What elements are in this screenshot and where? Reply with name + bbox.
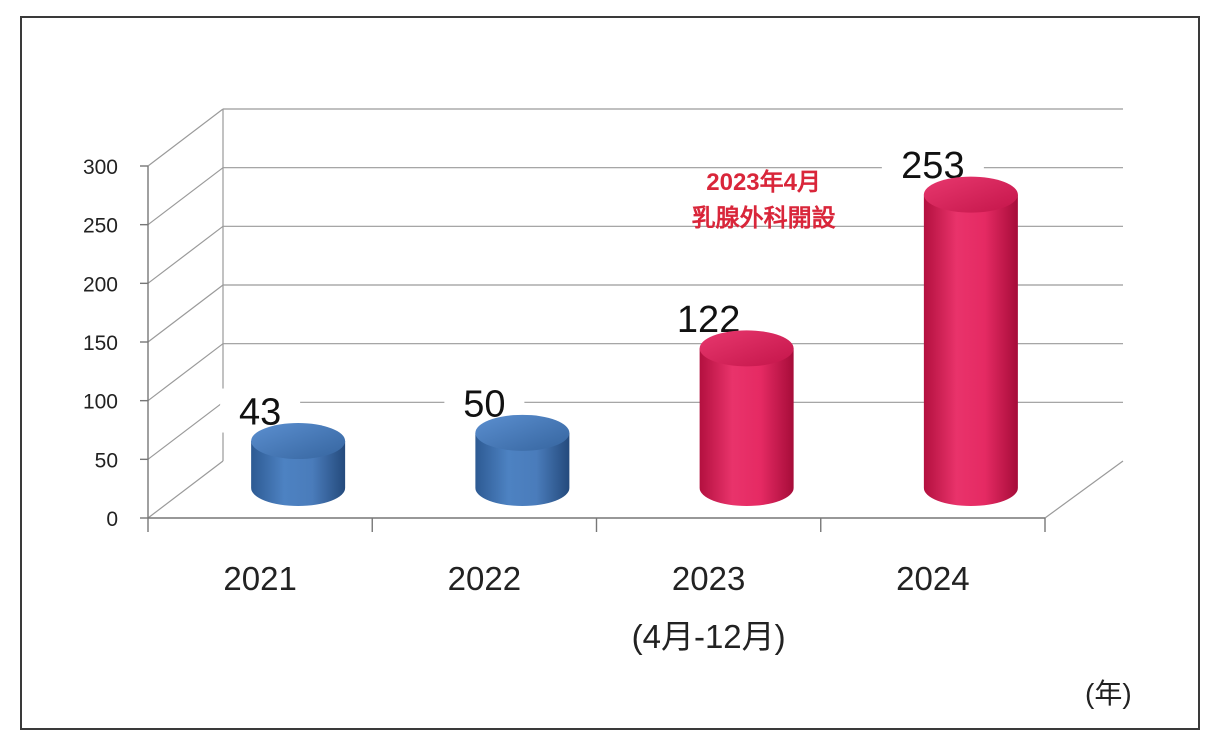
y-tick-label: 300 (83, 156, 118, 179)
bar-body (699, 348, 794, 506)
side-wall-line (147, 284, 224, 343)
bar-body (251, 441, 346, 506)
y-tick-label: 0 (106, 508, 118, 531)
bar (251, 423, 346, 506)
y-axis-tick-labels: 0 50 100 150 200 250 300 (83, 156, 118, 531)
side-wall-line (147, 108, 224, 167)
y-tick-label: 50 (95, 449, 118, 472)
x-axis-category-labels: 2021 2022 2023 (4月-12月) 2024 (223, 560, 969, 655)
axes (140, 165, 1046, 532)
side-wall-line (147, 401, 224, 460)
bar-top (923, 176, 1018, 213)
bar-top (475, 414, 570, 451)
bar (699, 330, 794, 506)
side-wall-line (147, 167, 224, 226)
x-category-label: 2024 (896, 560, 969, 597)
x-category-label: 2023 (672, 560, 745, 597)
bar-top (251, 423, 346, 460)
x-category-label: 2021 (223, 560, 296, 597)
bar-top (699, 330, 794, 367)
side-wall-line (147, 343, 224, 402)
y-tick-label: 100 (83, 391, 118, 414)
x-axis-unit-label: (年) (1085, 678, 1132, 709)
bar (475, 414, 570, 506)
annotation-line: 乳腺外科開設 (692, 204, 837, 232)
y-tick-label: 200 (83, 273, 118, 296)
annotation-line: 2023年4月 (706, 168, 821, 196)
floor-edge (1044, 460, 1124, 519)
bar (923, 176, 1018, 506)
y-tick-label: 250 (83, 215, 118, 238)
bar-body (475, 432, 570, 506)
side-wall-line (147, 460, 224, 519)
x-category-sublabel: (4月-12月) (632, 618, 786, 655)
y-tick-label: 150 (83, 332, 118, 355)
bars (251, 176, 1018, 506)
bar-body (923, 194, 1018, 506)
side-wall-line (147, 225, 224, 284)
x-category-label: 2022 (448, 560, 521, 597)
